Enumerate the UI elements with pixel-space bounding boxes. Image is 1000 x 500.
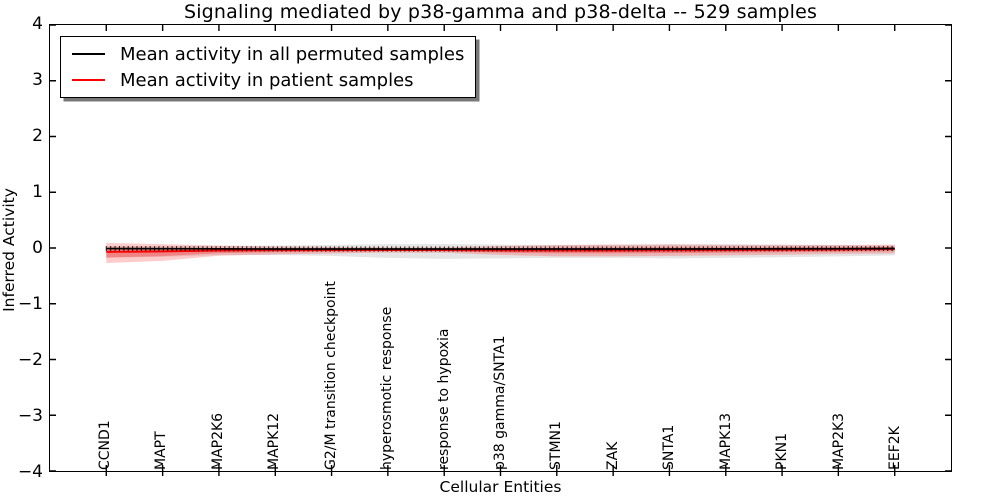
x-tick-label: CCND1: [96, 420, 113, 470]
legend-item-patient: Mean activity in patient samples: [61, 67, 464, 93]
x-tick-label: MAP2K3: [830, 412, 847, 470]
y-tick-label: −3: [17, 406, 43, 426]
x-tick-label: MAP2K6: [209, 412, 226, 470]
legend-item-permuted: Mean activity in all permuted samples: [61, 41, 464, 67]
y-tick-label: 2: [32, 126, 43, 146]
plot-area: Mean activity in all permuted samples Me…: [49, 24, 952, 476]
legend: Mean activity in all permuted samples Me…: [60, 36, 477, 98]
legend-label-patient: Mean activity in patient samples: [120, 69, 414, 91]
x-tick-label: PKN1: [774, 432, 791, 470]
y-tick-label: 0: [32, 238, 43, 258]
y-tick-label: 1: [32, 182, 43, 202]
legend-line-black-icon: [72, 53, 105, 55]
y-tick-label: 3: [32, 70, 43, 90]
x-tick-label: MAPK13: [717, 412, 734, 470]
x-tick-label: G2/M transition checkpoint: [322, 281, 339, 470]
x-tick-label: SNTA1: [661, 424, 678, 470]
legend-label-permuted: Mean activity in all permuted samples: [120, 43, 465, 65]
x-tick-label: response to hypoxia: [435, 328, 452, 470]
x-tick-label: hyperosmotic response: [379, 306, 396, 470]
x-tick-label: MAPK12: [266, 412, 283, 470]
legend-line-red-icon: [72, 79, 105, 81]
y-tick-label: −4: [17, 462, 43, 482]
x-tick-label: ZAK: [604, 441, 621, 470]
chart-title: Signaling mediated by p38-gamma and p38-…: [183, 1, 818, 23]
permuted-sample-tick-markers: [105, 245, 893, 252]
y-tick-label: −2: [17, 350, 43, 370]
y-tick-label: 4: [32, 14, 43, 34]
chart-canvas: [50, 24, 951, 476]
axis-ticks: [50, 24, 951, 476]
x-tick-label: p38 gamma/SNTA1: [492, 335, 508, 471]
x-tick-label: MAPT: [153, 431, 170, 470]
x-tick-label: EEF2K: [887, 426, 904, 470]
x-tick-label: STMN1: [548, 421, 565, 470]
x-axis-label: Cellular Entities: [439, 478, 562, 496]
y-tick-label: −1: [17, 294, 43, 314]
